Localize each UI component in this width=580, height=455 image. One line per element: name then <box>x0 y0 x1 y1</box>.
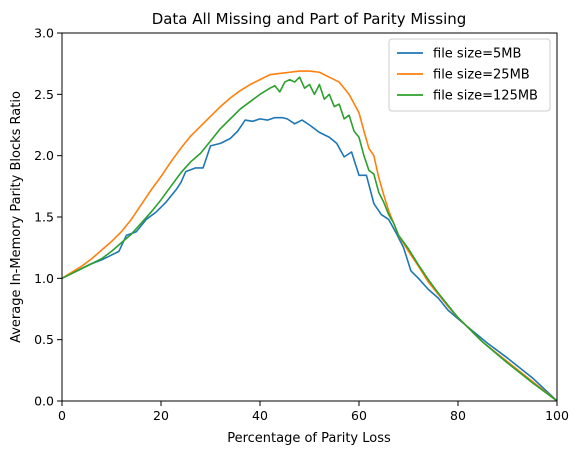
y-tick-label: 2.5 <box>34 87 54 102</box>
y-tick-label: 0.5 <box>34 332 54 347</box>
x-tick-label: 20 <box>153 408 169 423</box>
x-tick-label: 80 <box>450 408 466 423</box>
y-axis-label: Average In-Memory Parity Blocks Ratio <box>9 91 24 343</box>
x-tick-label: 100 <box>545 408 569 423</box>
x-axis-label: Percentage of Parity Loss <box>227 431 391 446</box>
legend-entry: file size=125MB <box>433 89 538 104</box>
x-tick-label: 40 <box>252 408 268 423</box>
y-tick-label: 1.0 <box>34 271 54 286</box>
series-layer <box>61 70 558 402</box>
legend: file size=5MB file size=25MB file size=125… <box>388 38 551 112</box>
y-tick-label: 2.0 <box>34 148 54 163</box>
x-tick-label: 0 <box>58 408 66 423</box>
x-tick-label: 60 <box>351 408 367 423</box>
y-tick-label: 3.0 <box>34 26 54 41</box>
legend-entry: file size=25MB <box>433 68 530 83</box>
chart-title: Data All Missing and Part of Parity Miss… <box>152 10 467 28</box>
y-tick-label: 1.5 <box>34 210 54 225</box>
legend-box <box>388 38 551 112</box>
series-line-2 <box>61 76 558 402</box>
legend-entry: file size=5MB <box>433 47 521 62</box>
y-tick-label: 0.0 <box>34 394 54 409</box>
series-line-0 <box>61 116 558 402</box>
x-axis: 0 20 40 60 80 100 <box>58 401 569 423</box>
series-line-1 <box>61 70 558 402</box>
y-axis: 0.0 0.5 1.0 1.5 2.0 2.5 3.0 <box>34 26 62 409</box>
